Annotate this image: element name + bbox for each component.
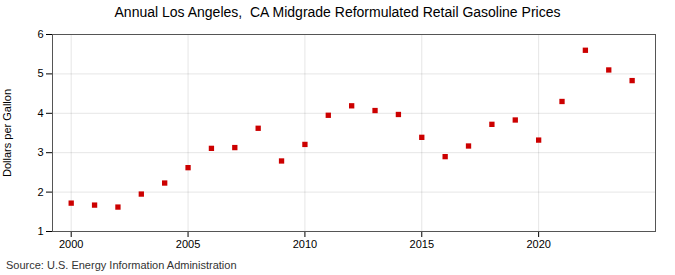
html-text:Source: U.S. Energy Informatio: Source: U.S. Energy Information Administ… <box>6 259 237 271</box>
svg-text:6: 6 <box>37 28 43 40</box>
html-text:Annual Los Angeles, CA Midgrad: Annual Los Angeles, CA Midgrade Reformul… <box>114 4 561 20</box>
svg-text:2: 2 <box>37 186 43 198</box>
svg-text:4: 4 <box>37 107 43 119</box>
svg-text:Dollars per Gallon: Dollars per Gallon <box>1 89 13 177</box>
svg-text:2020: 2020 <box>526 238 550 250</box>
svg-text:2010: 2010 <box>293 238 317 250</box>
svg-text:2000: 2000 <box>59 238 83 250</box>
svg-text:3: 3 <box>37 146 43 158</box>
svg-text:2015: 2015 <box>410 238 434 250</box>
svg-text:5: 5 <box>37 67 43 79</box>
svg-text:1: 1 <box>37 225 43 237</box>
svg-text:2005: 2005 <box>176 238 200 250</box>
